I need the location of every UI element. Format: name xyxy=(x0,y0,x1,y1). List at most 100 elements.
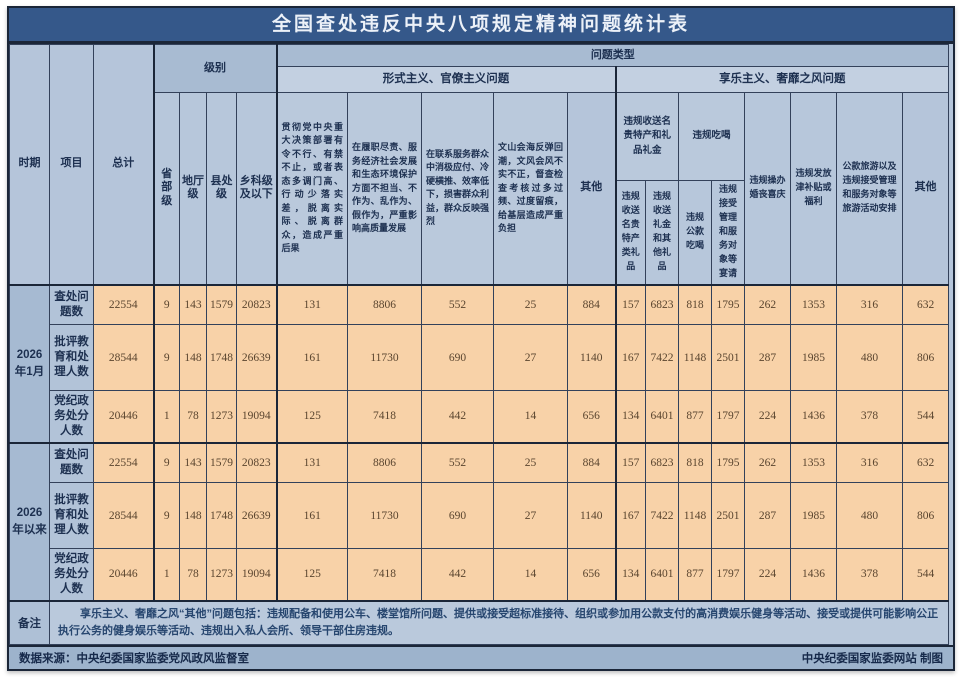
cell: 148 xyxy=(179,324,207,391)
cell: 544 xyxy=(901,390,950,443)
cell: 131 xyxy=(276,441,348,483)
cell: 25 xyxy=(493,441,568,483)
table-row: 2026年以来 查处问题数 22554 9 143 1579 20823 131… xyxy=(9,441,950,601)
cell: 143 xyxy=(179,283,207,325)
cell: 27 xyxy=(493,324,568,391)
cell: 20823 xyxy=(236,283,278,325)
cell: 161 xyxy=(276,482,348,549)
cell: 9 xyxy=(153,324,180,391)
row-label: 查处问题数 xyxy=(49,283,94,325)
cell: 25 xyxy=(493,283,568,325)
col-header-township: 乡科级及以下 xyxy=(236,92,278,285)
cell: 1140 xyxy=(567,482,617,549)
cell: 287 xyxy=(744,324,791,391)
cell: 20823 xyxy=(236,441,278,483)
col-header-weddings: 违规操办婚丧喜庆 xyxy=(744,92,791,285)
cell: 1148 xyxy=(678,482,712,549)
cell: 1 xyxy=(153,548,180,601)
cell: 2501 xyxy=(711,482,745,549)
cell-total: 22554 xyxy=(93,283,155,325)
cell: 26639 xyxy=(236,324,278,391)
cell: 19094 xyxy=(236,548,278,601)
cell: 1748 xyxy=(206,324,237,391)
cell: 2501 xyxy=(711,324,745,391)
col-group-hedonism: 享乐主义、奢靡之风问题 xyxy=(614,66,950,93)
cell: 27 xyxy=(493,482,568,549)
cell: 884 xyxy=(567,441,617,483)
col-group-dining: 违规吃喝 xyxy=(678,92,745,181)
cell: 818 xyxy=(678,283,712,325)
note-row: 备注 享乐主义、奢靡之风“其他”问题包括：违规配备和使用公车、楼堂馆所问题、提供… xyxy=(9,599,950,645)
cell: 877 xyxy=(678,390,712,443)
col-header-formalism-other: 其他 xyxy=(567,92,617,285)
col-header-hedonism-other: 其他 xyxy=(901,92,950,285)
cell: 656 xyxy=(567,548,617,601)
period-label: 2026年以来 xyxy=(9,441,50,601)
cell: 262 xyxy=(744,441,791,483)
col-header-formalism-3: 在联系服务群众中消极应付、冷硬横推、效率低下，损害群众利益，群众反映强烈 xyxy=(421,92,494,285)
cell: 78 xyxy=(179,390,207,443)
col-header-formalism-4: 文山会海反弹回潮，文风会风不实不正，督查检查考核过多过频、过度留痕，给基层造成严… xyxy=(493,92,568,285)
cell: 656 xyxy=(567,390,617,443)
cell: 1579 xyxy=(206,441,237,483)
cell: 8806 xyxy=(347,441,422,483)
cell: 1797 xyxy=(711,548,745,601)
cell: 877 xyxy=(678,548,712,601)
cell: 632 xyxy=(901,441,950,483)
row-label: 党纪政务处分人数 xyxy=(49,390,94,443)
cell: 552 xyxy=(421,441,494,483)
cell: 806 xyxy=(901,324,950,391)
cell-total: 20446 xyxy=(93,390,155,443)
col-header-formalism-2: 在履职尽责、服务经济社会发展和生态环境保护方面不担当、不作为、乱作为、假作为，严… xyxy=(347,92,422,285)
page-title: 全国查处违反中央八项规定精神问题统计表 xyxy=(9,8,953,44)
cell-total: 28544 xyxy=(93,324,155,391)
cell: 1436 xyxy=(790,390,837,443)
row-label: 批评教育和处理人数 xyxy=(49,324,94,391)
cell: 224 xyxy=(744,548,791,601)
cell: 9 xyxy=(153,482,180,549)
col-header-prefecture: 地厅级 xyxy=(179,92,207,285)
data-source-text: 数据来源：中央纪委国家监委党风政风监督室 xyxy=(19,652,249,665)
cell: 632 xyxy=(901,283,950,325)
table-row: 批评教育和处理人数 28544 9 148 1748 26639 161 117… xyxy=(10,324,950,391)
cell: 7418 xyxy=(347,548,422,601)
cell: 11730 xyxy=(347,324,422,391)
cell-total: 28544 xyxy=(93,482,155,549)
col-header-travel: 公款旅游以及违规接受管理和服务对象等旅游活动安排 xyxy=(836,92,903,285)
cell: 1140 xyxy=(567,324,617,391)
table-row: 党纪政务处分人数 20446 1 78 1273 19094 125 7418 … xyxy=(10,390,950,443)
cell: 690 xyxy=(421,482,494,549)
cell: 9 xyxy=(153,441,180,483)
note-text: 享乐主义、奢靡之风“其他”问题包括：违规配备和使用公车、楼堂馆所问题、提供或接受… xyxy=(48,599,950,645)
cell: 6823 xyxy=(645,441,679,483)
cell: 7418 xyxy=(347,390,422,443)
row-label: 党纪政务处分人数 xyxy=(49,548,94,601)
cell: 148 xyxy=(179,482,207,549)
cell: 690 xyxy=(421,324,494,391)
cell: 1353 xyxy=(790,283,837,325)
cell: 262 xyxy=(744,283,791,325)
row-label: 查处问题数 xyxy=(49,441,94,483)
cell: 552 xyxy=(421,283,494,325)
col-header-gifts-cash: 违规收送礼金和其他礼品 xyxy=(645,180,679,285)
cell: 378 xyxy=(836,390,903,443)
cell: 14 xyxy=(493,548,568,601)
col-header-gifts-specialty: 违规收送名贵特产类礼品 xyxy=(615,180,646,285)
col-group-formalism: 形式主义、官僚主义问题 xyxy=(276,66,617,93)
cell: 125 xyxy=(276,548,348,601)
col-group-problem-type: 问题类型 xyxy=(275,44,950,67)
col-header-formalism-1: 贯彻党中央重大决策部署有令不行、有禁不止，或者表态多调门高、行动少落实差，脱离实… xyxy=(276,92,348,285)
col-header-allowances: 违规发放津补贴或福利 xyxy=(790,92,837,285)
cell: 224 xyxy=(744,390,791,443)
cell: 26639 xyxy=(236,482,278,549)
statistics-table: 时期 项目 总计 级别 问题类型 形式主义、官僚主义问题 享乐主义、奢靡之风问题… xyxy=(9,44,950,645)
cell: 14 xyxy=(493,390,568,443)
cell: 442 xyxy=(421,548,494,601)
note-label: 备注 xyxy=(9,599,50,645)
cell: 125 xyxy=(276,390,348,443)
cell: 7422 xyxy=(645,324,679,391)
cell: 1985 xyxy=(790,324,837,391)
col-header-item: 项目 xyxy=(49,44,94,285)
cell: 316 xyxy=(836,283,903,325)
